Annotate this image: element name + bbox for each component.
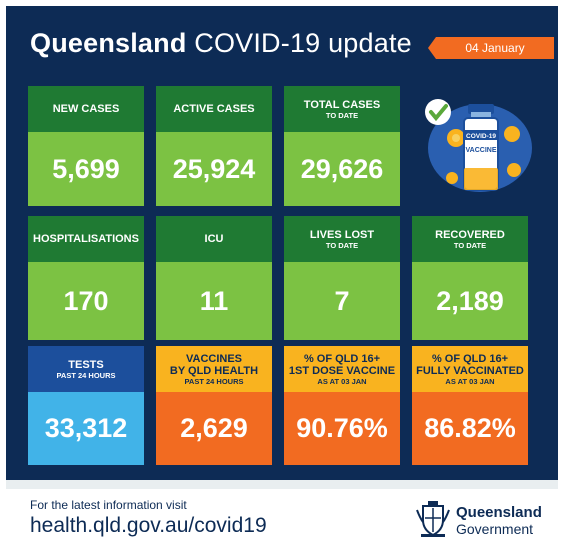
new-cases-value: 5,699: [28, 132, 144, 206]
lives-lost-value: 7: [284, 262, 400, 340]
main-panel: Queensland COVID-19 update 04 January NE…: [6, 6, 558, 480]
footer-info-text: For the latest information visit: [30, 498, 187, 512]
recovered-value: 2,189: [412, 262, 528, 340]
new-cases-label: NEW CASES: [52, 103, 120, 115]
page-title: Queensland COVID-19 update: [30, 28, 412, 58]
icu-value: 11: [156, 262, 272, 340]
tests-value: 33,312: [28, 392, 144, 465]
fully-vaccinated-label: % OF QLD 16+: [431, 352, 509, 365]
hospitalisations-label: HOSPITALISATIONS: [33, 233, 139, 245]
recovered-sub: TO DATE: [453, 240, 487, 250]
total-cases-tile: TOTAL CASES TO DATE 29,626: [284, 86, 400, 206]
queensland-government-logo: Queensland Government: [416, 500, 556, 540]
active-cases-value: 25,924: [156, 132, 272, 206]
vaccines-label-2: BY QLD HEALTH: [169, 364, 259, 377]
first-dose-value: 90.76%: [284, 392, 400, 465]
lives-lost-tile: LIVES LOST TO DATE 7: [284, 216, 400, 340]
fully-vaccinated-sub: AS AT 03 JAN: [445, 376, 495, 386]
fully-vaccinated-tile: % OF QLD 16+ FULLY VACCINATED AS AT 03 J…: [412, 346, 528, 465]
logo-line-2: Government: [456, 521, 534, 537]
active-cases-tile: ACTIVE CASES 25,924: [156, 86, 272, 206]
logo-line-1: Queensland: [456, 504, 542, 521]
svg-text:COVID-19: COVID-19: [466, 133, 496, 140]
footer-url-link[interactable]: health.qld.gov.au/covid19: [30, 514, 267, 537]
date-badge: 04 January: [428, 37, 554, 59]
fully-vaccinated-value: 86.82%: [412, 392, 528, 465]
vaccines-value: 2,629: [156, 392, 272, 465]
infographic: Queensland COVID-19 update 04 January NE…: [6, 0, 558, 558]
vaccines-sub: PAST 24 HOURS: [184, 376, 244, 386]
hospitalisations-value: 170: [28, 262, 144, 340]
vaccine-vial-icon: COVID-19 VACCINE: [425, 99, 532, 192]
first-dose-label-2: 1ST DOSE VACCINE: [288, 364, 396, 377]
hospitalisations-tile: HOSPITALISATIONS 170: [28, 216, 144, 340]
footer-divider: [6, 480, 558, 489]
total-cases-value: 29,626: [284, 132, 400, 206]
vaccines-label: VACCINES: [185, 352, 243, 365]
date-label: 04 January: [465, 41, 525, 55]
total-cases-sub: TO DATE: [325, 110, 359, 120]
icu-label: ICU: [204, 233, 224, 245]
svg-text:VACCINE: VACCINE: [466, 147, 497, 154]
first-dose-tile: % OF QLD 16+ 1ST DOSE VACCINE AS AT 03 J…: [284, 346, 400, 465]
tests-tile: TESTS PAST 24 HOURS 33,312: [28, 346, 144, 465]
lives-lost-label: LIVES LOST: [309, 228, 375, 241]
tests-sub: PAST 24 HOURS: [56, 370, 116, 380]
vaccines-tile: VACCINES BY QLD HEALTH PAST 24 HOURS 2,6…: [156, 346, 272, 465]
lives-lost-sub: TO DATE: [325, 240, 359, 250]
tests-label: TESTS: [68, 358, 104, 371]
recovered-label: RECOVERED: [435, 228, 505, 241]
first-dose-label: % OF QLD 16+: [303, 352, 381, 365]
active-cases-label: ACTIVE CASES: [173, 103, 255, 115]
fully-vaccinated-label-2: FULLY VACCINATED: [416, 364, 524, 377]
recovered-tile: RECOVERED TO DATE 2,189: [412, 216, 528, 340]
total-cases-label: TOTAL CASES: [303, 98, 381, 111]
first-dose-sub: AS AT 03 JAN: [317, 376, 367, 386]
coat-of-arms-icon: [416, 501, 450, 537]
icu-tile: ICU 11: [156, 216, 272, 340]
new-cases-tile: NEW CASES 5,699: [28, 86, 144, 206]
